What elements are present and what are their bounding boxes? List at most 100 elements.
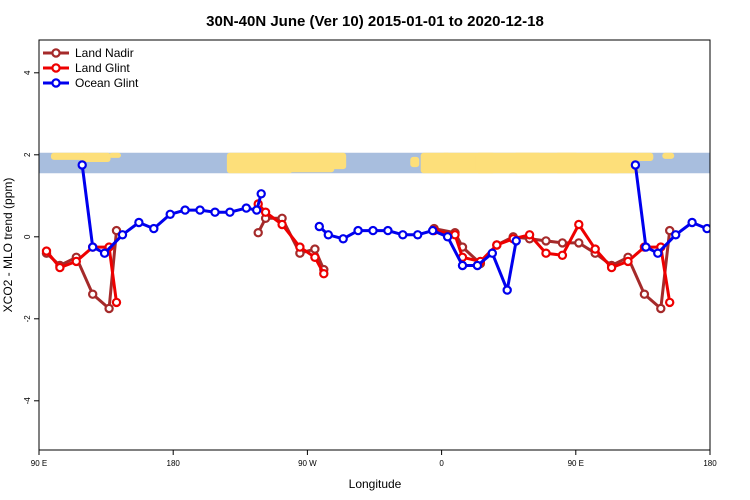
series-line bbox=[433, 223, 672, 303]
data-point bbox=[413, 230, 423, 240]
y-tick-label: 4 bbox=[23, 70, 32, 75]
data-point bbox=[338, 234, 348, 244]
data-point bbox=[260, 207, 271, 217]
data-point bbox=[319, 269, 329, 279]
data-point bbox=[492, 240, 502, 250]
data-point bbox=[472, 260, 483, 271]
data-point bbox=[314, 221, 324, 232]
data-point bbox=[574, 219, 584, 230]
data-point bbox=[165, 209, 175, 219]
data-point bbox=[41, 246, 52, 256]
map-land bbox=[554, 152, 621, 174]
data-point bbox=[720, 211, 727, 218]
legend-label: Land Nadir bbox=[75, 46, 134, 60]
data-point bbox=[295, 242, 305, 252]
data-point bbox=[277, 219, 287, 230]
data-point bbox=[702, 223, 710, 234]
data-point bbox=[117, 230, 128, 240]
data-point bbox=[665, 297, 675, 308]
data-point bbox=[590, 244, 600, 254]
data-point bbox=[606, 262, 617, 273]
data-point bbox=[502, 285, 512, 295]
y-tick-label: -4 bbox=[23, 397, 32, 405]
data-point bbox=[87, 242, 98, 252]
map-land bbox=[50, 152, 87, 160]
map-land bbox=[316, 152, 347, 170]
x-axis-label: Longitude bbox=[349, 477, 402, 491]
data-point bbox=[511, 236, 521, 246]
data-point bbox=[487, 248, 497, 258]
x-tick-label: 180 bbox=[167, 459, 181, 468]
data-point bbox=[134, 217, 144, 228]
x-tick-label: 90 E bbox=[31, 459, 47, 468]
data-point bbox=[653, 248, 663, 258]
x-axis: 90 E 180 90 W 0 90 E 180 bbox=[31, 450, 717, 468]
data-point bbox=[310, 252, 320, 262]
legend-marker bbox=[51, 63, 61, 73]
data-point bbox=[241, 203, 251, 213]
data-point bbox=[310, 244, 320, 254]
series-line bbox=[433, 227, 672, 310]
series-ocean-glint bbox=[77, 160, 727, 295]
data-point bbox=[71, 256, 82, 267]
map-land bbox=[635, 152, 654, 161]
y-tick-label: -2 bbox=[23, 315, 32, 323]
data-point bbox=[656, 303, 666, 314]
chart-title: 30N-40N June (Ver 10) 2015-01-01 to 2020… bbox=[206, 13, 544, 30]
map-land bbox=[109, 152, 122, 158]
data-point bbox=[149, 223, 159, 234]
x-tick-label: 90 W bbox=[298, 459, 317, 468]
data-point bbox=[383, 225, 393, 236]
data-point bbox=[623, 256, 633, 267]
data-point bbox=[87, 289, 98, 299]
data-point bbox=[55, 262, 65, 273]
data-point bbox=[368, 225, 378, 236]
data-point bbox=[104, 303, 114, 314]
series-layer bbox=[41, 160, 727, 314]
data-point bbox=[77, 160, 87, 170]
y-tick-label: 0 bbox=[23, 234, 32, 239]
legend-label: Land Glint bbox=[75, 61, 130, 75]
world-map-band bbox=[39, 152, 710, 174]
data-point bbox=[641, 242, 651, 252]
legend-marker bbox=[51, 48, 61, 58]
data-point bbox=[442, 232, 453, 242]
data-point bbox=[541, 236, 551, 246]
map-land bbox=[608, 152, 639, 174]
data-point bbox=[524, 230, 535, 240]
data-point bbox=[450, 230, 460, 240]
data-point bbox=[195, 205, 205, 215]
data-point bbox=[457, 260, 468, 271]
data-point bbox=[180, 205, 190, 215]
data-point bbox=[687, 217, 697, 228]
data-point bbox=[252, 205, 262, 215]
map-land bbox=[410, 156, 420, 168]
y-tick-label: 2 bbox=[23, 152, 32, 157]
data-point bbox=[665, 225, 675, 236]
legend-label: Ocean Glint bbox=[75, 76, 139, 90]
data-point bbox=[557, 238, 568, 248]
data-point bbox=[210, 207, 220, 217]
map-land bbox=[256, 152, 335, 173]
data-point bbox=[398, 230, 408, 240]
data-point bbox=[253, 227, 263, 238]
x-tick-label: 90 E bbox=[568, 459, 584, 468]
series-land-glint bbox=[41, 199, 675, 308]
map-land bbox=[662, 152, 675, 159]
data-point bbox=[428, 225, 438, 236]
data-point bbox=[541, 248, 551, 258]
data-point bbox=[630, 160, 641, 170]
data-point bbox=[671, 230, 681, 240]
x-tick-label: 0 bbox=[439, 459, 444, 468]
series-line bbox=[80, 164, 263, 255]
data-point bbox=[256, 189, 266, 199]
y-axis: -4 -2 0 2 4 bbox=[23, 70, 39, 404]
plot-frame bbox=[38, 39, 711, 451]
data-point bbox=[574, 238, 584, 248]
data-point bbox=[353, 225, 363, 236]
data-point bbox=[99, 248, 110, 258]
data-point bbox=[225, 207, 235, 217]
data-point bbox=[111, 225, 122, 236]
